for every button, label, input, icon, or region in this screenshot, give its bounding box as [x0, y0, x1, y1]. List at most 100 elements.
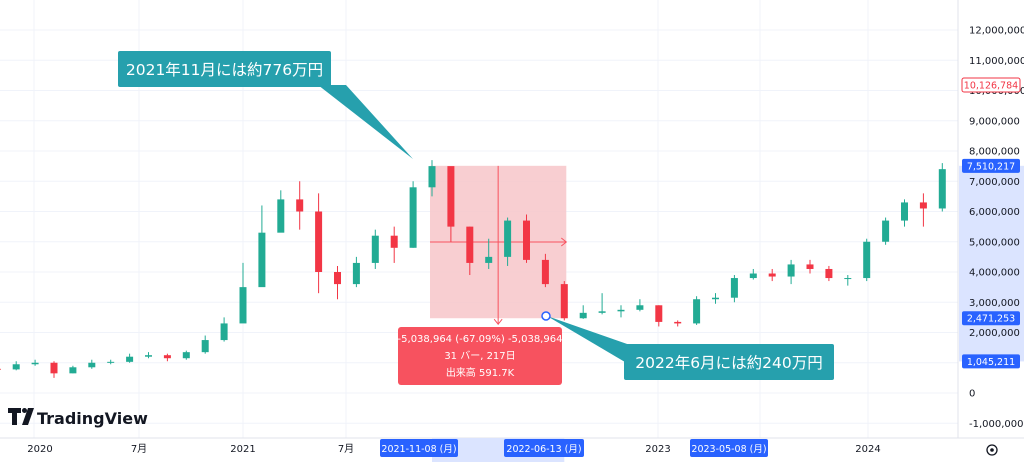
x-axis: 20207月20217月20237月20242021-11-08 (月)2022… — [27, 438, 881, 462]
price-range-highlight — [959, 165, 1024, 362]
candle — [107, 359, 115, 365]
y-axis: -1,000,00001,000,0002,000,0003,000,0004,… — [959, 26, 1024, 430]
candle — [277, 190, 285, 233]
candle — [863, 238, 871, 282]
candle — [825, 265, 833, 282]
callout-jun-2022[interactable]: 2022年6月には約240万円 — [547, 316, 834, 380]
measure-handle[interactable] — [541, 311, 551, 321]
candle — [466, 226, 474, 276]
callouts: 2021年11月には約776万円 2022年6月には約240万円 — [118, 51, 834, 380]
candle — [315, 193, 323, 294]
last-price-tag-text: 10,126,784 — [964, 81, 1018, 92]
candle — [163, 353, 171, 362]
candle — [674, 320, 682, 327]
callout-nov-2021[interactable]: 2021年11月には約776万円 — [118, 51, 413, 159]
candle — [882, 217, 890, 245]
candle — [239, 262, 247, 324]
measure-info-box — [398, 327, 562, 385]
y-tick-label: 4,000,000 — [969, 268, 1020, 279]
candle — [201, 335, 209, 354]
date-tag-text: 2022-06-13 (月) — [506, 444, 581, 455]
candle — [50, 361, 58, 378]
x-tick-label: 7月 — [338, 443, 354, 455]
candle — [730, 275, 738, 303]
settings-button[interactable] — [986, 444, 998, 456]
last-price-tag: 10,126,784 — [961, 77, 1021, 93]
callout-text-jun-2022: 2022年6月には約240万円 — [635, 354, 822, 372]
candle — [749, 268, 757, 280]
y-tick-label: 8,000,000 — [969, 147, 1020, 158]
cursor-price-tag: 2,471,253 — [962, 311, 1020, 326]
y-tick-label: 6,000,000 — [969, 207, 1020, 218]
candle — [560, 281, 568, 321]
range-top-tag-text: 7,510,217 — [967, 161, 1015, 172]
candle — [371, 229, 379, 269]
candle — [712, 293, 719, 304]
x-tick-label: 2023 — [645, 444, 670, 455]
tradingview-wordmark: TradingView — [37, 409, 148, 428]
candle — [409, 181, 417, 248]
y-tick-label: 7,000,000 — [969, 177, 1020, 188]
candle — [296, 181, 304, 230]
candle — [693, 296, 701, 325]
cursor-price-tag-text: 2,471,253 — [967, 314, 1015, 325]
candle — [126, 353, 134, 363]
measure-bars-label: 31 バー, 217日 — [444, 350, 515, 362]
y-tick-label: 2,000,000 — [969, 328, 1020, 339]
measure-change-label: -5,038,964 (-67.09%) -5,038,964 — [398, 334, 563, 345]
candle — [145, 352, 152, 359]
y-tick-label: 11,000,000 — [969, 56, 1024, 67]
y-tick-label: 12,000,000 — [969, 26, 1024, 37]
callout-text-nov-2021: 2021年11月には約776万円 — [126, 61, 323, 79]
date-tag: 2023-05-08 (月) — [690, 439, 768, 457]
candle — [258, 205, 266, 288]
candle — [523, 214, 530, 263]
date-tag-text: 2021-11-08 (月) — [381, 444, 456, 455]
y-tick-label: 5,000,000 — [969, 237, 1020, 248]
candle — [69, 365, 77, 374]
gear-icon[interactable] — [986, 444, 998, 456]
candle — [844, 275, 852, 286]
date-tag: 2022-06-13 (月) — [504, 439, 584, 457]
candle — [428, 160, 436, 197]
y-tick-label: 0 — [969, 389, 975, 400]
y-tick-label: -1,000,000 — [969, 419, 1024, 430]
measure-volume-label: 出来高 591.7K — [446, 366, 515, 379]
candle — [655, 305, 663, 327]
tradingview-logo: TradingView — [8, 408, 148, 428]
candle — [220, 317, 228, 342]
range-bottom-tag-text: 1,045,211 — [967, 357, 1015, 368]
tradingview-logo-icon — [8, 408, 34, 425]
candle — [636, 299, 644, 312]
candle — [579, 305, 587, 319]
candle — [88, 359, 96, 369]
candle — [352, 256, 360, 288]
candle — [787, 259, 795, 285]
candle — [617, 305, 625, 318]
candle — [447, 166, 455, 242]
range-top-tag: 7,510,217 — [962, 158, 1020, 173]
candle — [504, 217, 512, 266]
x-tick-label: 2020 — [27, 444, 52, 455]
candle — [806, 259, 814, 274]
candle — [938, 163, 946, 212]
candle — [598, 293, 606, 315]
y-tick-label: 3,000,000 — [969, 298, 1020, 309]
candle — [0, 368, 1, 370]
date-tag: 2021-11-08 (月) — [380, 439, 458, 457]
range-bottom-tag: 1,045,211 — [962, 354, 1020, 369]
candle — [919, 193, 927, 227]
candle — [182, 350, 190, 360]
candle — [485, 238, 493, 269]
candle — [12, 361, 20, 371]
candle — [541, 253, 549, 288]
y-tick-label: 9,000,000 — [969, 116, 1020, 127]
candle — [768, 268, 776, 282]
candle — [31, 359, 39, 366]
x-tick-label: 2021 — [230, 444, 255, 455]
candle — [334, 265, 341, 300]
x-tick-label: 2024 — [855, 444, 880, 455]
x-tick-label: 7月 — [131, 443, 147, 455]
